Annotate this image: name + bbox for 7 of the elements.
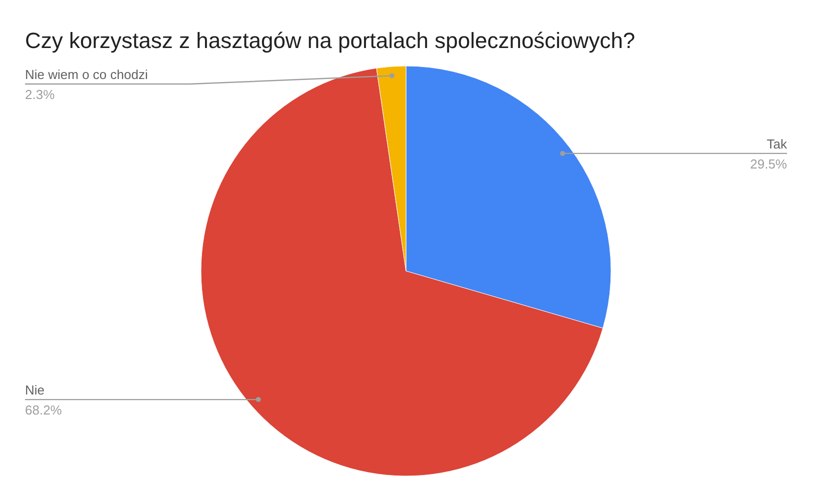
data-label: 68.2% [25,402,62,418]
data-label: 29.5% [750,156,788,172]
slice-label: Nie [25,382,45,398]
data-label: 2.3% [25,87,56,102]
chart-title: Czy korzystasz z hasztagów na portalach spolecznościowych? [25,28,636,53]
slice-label: Tak [766,136,788,152]
slice-label: Nie wiem o co chodzi [25,67,148,82]
